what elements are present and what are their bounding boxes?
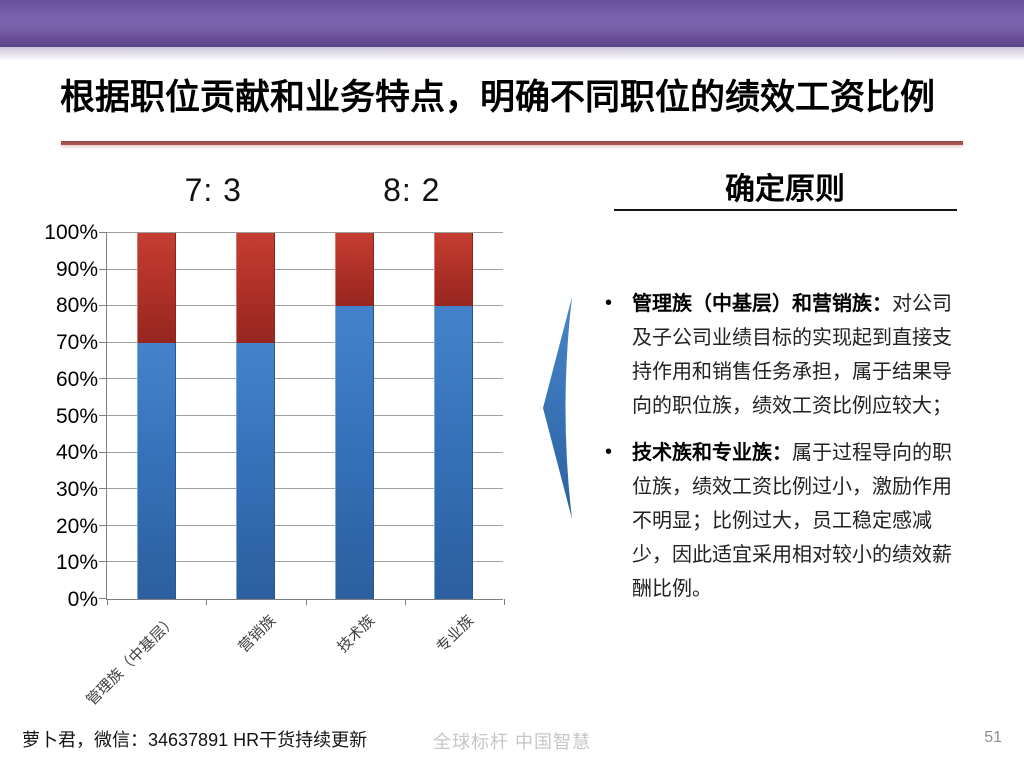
bar-segment-blue bbox=[236, 342, 275, 599]
y-axis-tick bbox=[99, 268, 107, 270]
bullet-text: 属于过程导向的职位族，绩效工资比例过小，激励作用不明显；比例过大，员工稳定感减少… bbox=[632, 442, 952, 600]
bar-segment-red bbox=[236, 233, 275, 343]
y-axis-tick-label: 30% bbox=[55, 477, 98, 501]
x-axis-tick bbox=[206, 599, 208, 605]
left-arrow-icon bbox=[543, 297, 572, 519]
bullet-item-tech-professional: • 技术族和专业族：属于过程导向的职位族，绩效工资比例过小，激励作用不明显；比例过… bbox=[598, 436, 970, 606]
page-number: 51 bbox=[984, 729, 1002, 746]
principles-bullet-list: • 管理族（中基层）和营销族：对公司及子公司业绩目标的实现起到直接支持作用和销售任… bbox=[598, 287, 970, 619]
y-axis-tick-label: 100% bbox=[44, 221, 98, 244]
x-axis-tick bbox=[305, 599, 307, 605]
gridline bbox=[107, 451, 503, 453]
bar-slot bbox=[206, 233, 305, 599]
y-axis-tick bbox=[99, 524, 107, 526]
gridline bbox=[107, 524, 503, 526]
x-axis-tick bbox=[504, 599, 505, 605]
header-banner-shadow bbox=[0, 47, 1024, 61]
bar-segment-red bbox=[434, 233, 473, 307]
stacked-bar-3 bbox=[335, 233, 374, 599]
y-axis-tick bbox=[99, 341, 107, 343]
y-axis-tick bbox=[99, 598, 107, 599]
bar-slot bbox=[305, 233, 404, 599]
y-axis-tick bbox=[99, 305, 107, 307]
bullet-icon: • bbox=[605, 292, 613, 314]
gridline bbox=[107, 305, 503, 307]
bar-segment-blue bbox=[335, 306, 374, 599]
gridline bbox=[107, 561, 503, 563]
y-axis-tick-label: 90% bbox=[55, 257, 98, 281]
ratio-label: 8: 2 bbox=[383, 172, 441, 208]
bullet-lead: 技术族和专业族： bbox=[632, 442, 792, 464]
gridline bbox=[107, 341, 503, 343]
footer-author-info: 萝卜君，微信：34637891 HR干货持续更新 bbox=[22, 730, 368, 750]
y-axis-tick-label: 70% bbox=[55, 331, 98, 355]
bullet-item-management-sales: • 管理族（中基层）和营销族：对公司及子公司业绩目标的实现起到直接支持作用和销售任… bbox=[598, 287, 970, 423]
bar-segment-blue bbox=[137, 342, 176, 599]
y-axis-tick bbox=[99, 451, 107, 453]
bullet-icon: • bbox=[605, 441, 613, 463]
y-axis-labels: 0% 10% 20% 30% 40% 50% 60% 70% 80% 90% 100% bbox=[30, 221, 98, 611]
stacked-bar-2 bbox=[236, 233, 275, 599]
title-divider bbox=[61, 141, 963, 145]
bar-segment-red bbox=[137, 233, 176, 343]
gridline bbox=[107, 488, 503, 490]
x-axis-tick bbox=[107, 599, 108, 605]
y-axis-tick bbox=[99, 415, 107, 416]
gridline bbox=[107, 268, 503, 270]
y-axis-tick bbox=[99, 232, 107, 233]
y-axis-tick-label: 20% bbox=[55, 514, 98, 538]
y-axis-tick bbox=[99, 378, 107, 380]
principles-heading-underline bbox=[614, 209, 957, 211]
y-axis-tick-label: 0% bbox=[67, 588, 98, 611]
footer-watermark: 全球标杆 中国智慧 bbox=[432, 732, 591, 752]
ratio-labels-row: 7: 3 8: 2 bbox=[0, 172, 1024, 212]
header-banner bbox=[0, 0, 1024, 47]
bars bbox=[107, 233, 503, 599]
y-axis-tick-label: 10% bbox=[55, 551, 98, 575]
y-axis-tick-label: 50% bbox=[55, 404, 98, 428]
principles-heading: 确定原则 bbox=[725, 173, 845, 206]
y-axis-tick bbox=[99, 561, 107, 563]
bullet-lead: 管理族（中基层）和营销族： bbox=[632, 293, 892, 315]
stacked-bar-4 bbox=[434, 233, 473, 599]
y-axis-tick-label: 40% bbox=[55, 441, 98, 465]
bar-segment-blue bbox=[434, 306, 473, 599]
bar-slot bbox=[107, 233, 206, 599]
bar-slot bbox=[404, 233, 503, 599]
gridline bbox=[107, 415, 503, 416]
stacked-bar-chart bbox=[99, 232, 505, 605]
gridline bbox=[107, 232, 503, 233]
x-axis-labels: 管理族（中基层） 营销族 技术族 专业族 bbox=[0, 610, 1024, 720]
bullet-text: 对公司及子公司业绩目标的实现起到直接支持作用和销售任务承担，属于结果导向的职位族… bbox=[632, 293, 952, 417]
stacked-bar-1 bbox=[137, 233, 176, 599]
bar-segment-red bbox=[335, 233, 374, 307]
ratio-label: 7: 3 bbox=[184, 172, 242, 208]
x-axis-tick bbox=[404, 599, 406, 605]
gridline bbox=[107, 378, 503, 380]
y-axis-tick bbox=[99, 488, 107, 490]
slide-title: 根据职位贡献和业务特点，明确不同职位的绩效工资比例 bbox=[60, 78, 936, 117]
y-axis-tick-label: 60% bbox=[55, 367, 98, 391]
y-axis-tick-label: 80% bbox=[55, 294, 98, 318]
